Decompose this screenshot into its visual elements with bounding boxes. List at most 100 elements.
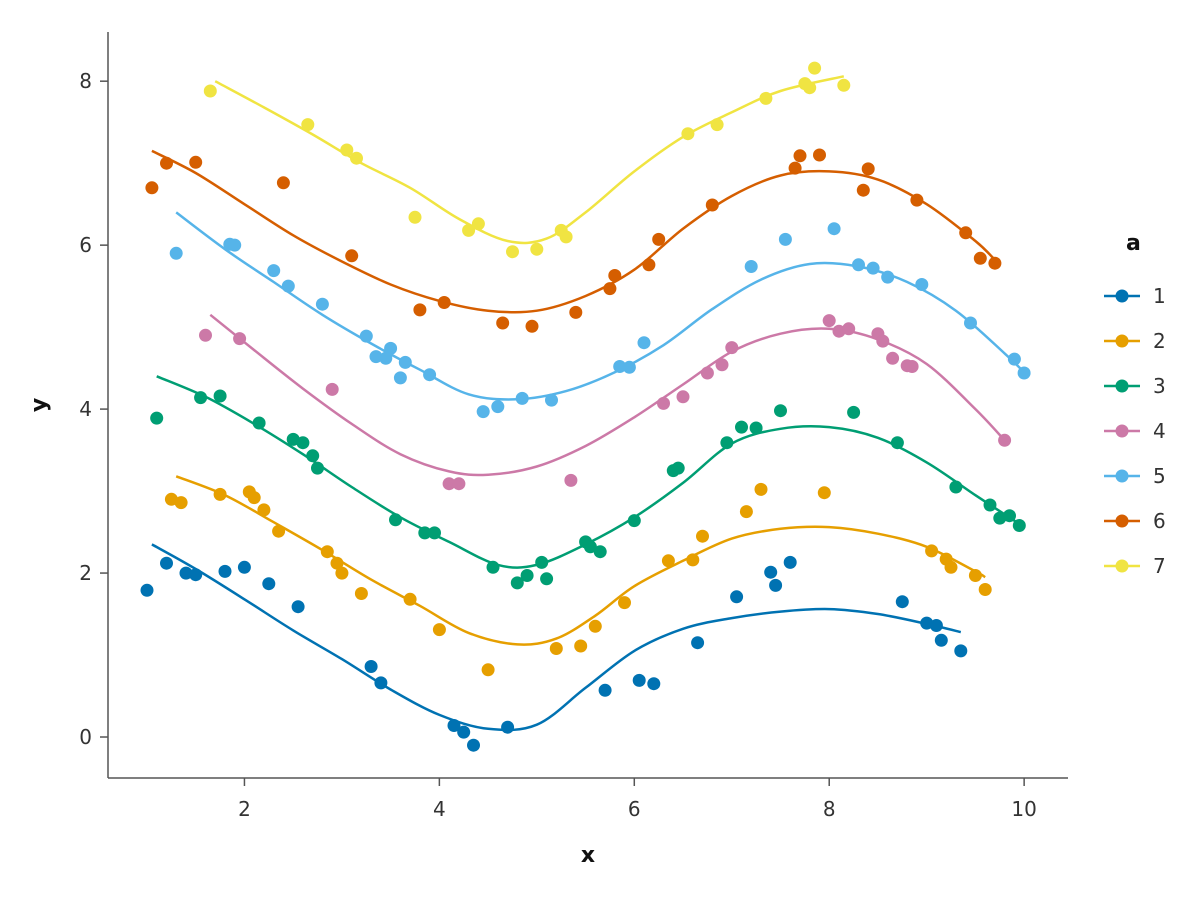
- legend-item: 1: [1104, 284, 1166, 308]
- data-point: [769, 578, 783, 592]
- data-point: [462, 223, 476, 237]
- legend-swatch-point: [1115, 334, 1129, 348]
- y-axis-title: y: [27, 398, 52, 412]
- data-point: [510, 576, 524, 590]
- data-point: [671, 461, 685, 475]
- data-point: [559, 230, 573, 244]
- data-point: [384, 341, 398, 355]
- data-point: [447, 719, 461, 732]
- data-point: [160, 156, 173, 170]
- data-point: [311, 461, 324, 475]
- data-point: [915, 278, 929, 291]
- smooth-lines: [151, 75, 1025, 732]
- data-point: [822, 314, 836, 328]
- data-point: [218, 564, 232, 578]
- data-point: [842, 322, 856, 336]
- data-point: [993, 511, 1007, 525]
- data-point: [856, 183, 870, 197]
- data-point: [813, 148, 826, 162]
- data-point: [676, 390, 690, 404]
- y-axis-ticks: 0 2 4 6 8: [79, 69, 108, 749]
- data-point: [574, 639, 588, 653]
- data-point: [735, 420, 748, 434]
- data-point: [199, 328, 212, 342]
- data-point: [866, 261, 880, 275]
- legend-swatch-point: [1115, 559, 1129, 573]
- data-point: [929, 619, 943, 632]
- series-5-smooth-line: [175, 211, 1025, 401]
- series-4-points: [199, 314, 1012, 491]
- data-point: [432, 623, 446, 637]
- data-point: [228, 238, 242, 252]
- data-point: [749, 421, 763, 435]
- series-7-smooth-line: [214, 75, 845, 245]
- data-point: [817, 486, 831, 500]
- data-point: [252, 416, 266, 430]
- data-point: [852, 258, 865, 272]
- data-point: [949, 480, 963, 494]
- data-point: [827, 222, 841, 236]
- data-point: [306, 449, 320, 463]
- data-point: [403, 592, 417, 606]
- legend: a 1 2 3 4 5 6 7: [1104, 231, 1166, 578]
- data-point: [1017, 366, 1031, 380]
- data-point: [700, 366, 714, 380]
- data-point: [973, 251, 987, 265]
- data-point: [920, 616, 934, 630]
- data-point: [213, 487, 227, 501]
- x-axis-title: x: [581, 843, 595, 868]
- legend-label: 2: [1153, 329, 1166, 353]
- data-point: [340, 143, 354, 157]
- data-point: [369, 350, 383, 364]
- data-point: [140, 583, 154, 597]
- data-point: [881, 270, 895, 284]
- data-point: [657, 396, 670, 410]
- data-point: [764, 565, 778, 579]
- data-point: [174, 496, 188, 510]
- y-tick-label: 6: [79, 233, 92, 257]
- data-point: [237, 560, 251, 574]
- data-point: [647, 677, 661, 691]
- data-point: [681, 127, 695, 141]
- data-point: [520, 569, 534, 582]
- data-point: [374, 676, 388, 690]
- legend-label: 1: [1153, 284, 1166, 308]
- data-point: [627, 514, 641, 528]
- data-point: [715, 358, 729, 372]
- data-point: [350, 151, 363, 165]
- data-point: [549, 642, 563, 655]
- data-point: [393, 371, 407, 385]
- data-point: [618, 596, 631, 610]
- legend-label: 5: [1153, 464, 1166, 488]
- legend-label: 6: [1153, 509, 1166, 533]
- data-point: [379, 351, 393, 365]
- data-point: [808, 61, 822, 75]
- data-point: [569, 305, 583, 319]
- y-tick-label: 4: [79, 397, 92, 421]
- legend-item: 7: [1104, 554, 1166, 578]
- data-point: [359, 329, 373, 343]
- series-2-points: [164, 482, 992, 677]
- legend-item: 5: [1104, 464, 1166, 488]
- data-point: [272, 524, 286, 538]
- data-point: [457, 725, 471, 739]
- data-point: [788, 161, 802, 175]
- data-point: [315, 297, 329, 311]
- data-point: [525, 319, 539, 333]
- data-point: [276, 176, 290, 190]
- x-tick-label: 8: [823, 797, 836, 821]
- legend-swatch-point: [1115, 289, 1129, 303]
- data-point: [262, 577, 276, 591]
- x-tick-label: 10: [1011, 797, 1036, 821]
- data-point: [501, 720, 515, 734]
- legend-swatch-point: [1115, 514, 1129, 528]
- y-tick-label: 8: [79, 69, 92, 93]
- data-point: [588, 619, 602, 633]
- data-point: [847, 405, 861, 419]
- legend-label: 7: [1153, 554, 1166, 578]
- data-point: [691, 636, 705, 650]
- data-point: [613, 360, 627, 373]
- data-point: [1007, 352, 1021, 366]
- data-point: [189, 568, 203, 582]
- data-point: [335, 566, 349, 580]
